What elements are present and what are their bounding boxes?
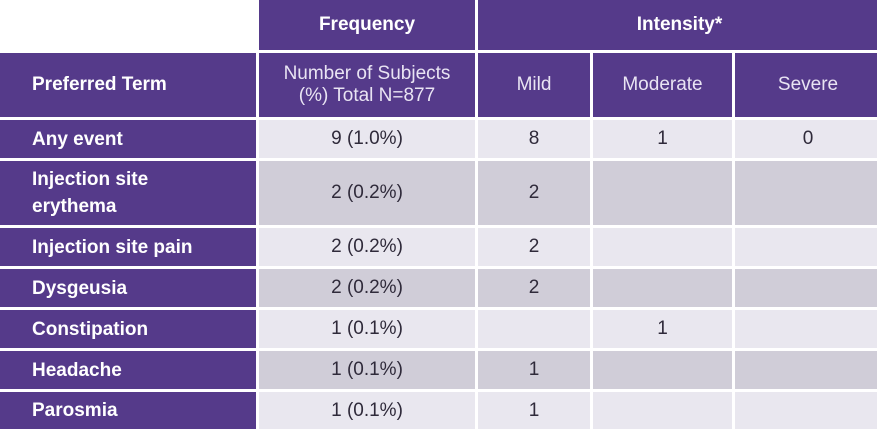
- row-mild: 1: [478, 351, 590, 389]
- row-mild: 8: [478, 120, 590, 158]
- row-term: Headache: [0, 351, 256, 389]
- row-mild: [478, 310, 590, 348]
- row-moderate: 1: [593, 310, 732, 348]
- row-frequency: 9 (1.0%): [259, 120, 475, 158]
- row-mild: 2: [478, 269, 590, 307]
- row-frequency: 2 (0.2%): [259, 161, 475, 225]
- row-moderate: [593, 392, 732, 429]
- row-severe: [735, 269, 877, 307]
- row-moderate: 1: [593, 120, 732, 158]
- row-term: Injection site erythema: [0, 161, 256, 225]
- row-term: Dysgeusia: [0, 269, 256, 307]
- row-frequency: 1 (0.1%): [259, 351, 475, 389]
- row-mild: 2: [478, 161, 590, 225]
- row-frequency: 2 (0.2%): [259, 269, 475, 307]
- row-severe: [735, 392, 877, 429]
- row-severe: [735, 161, 877, 225]
- row-mild: 2: [478, 228, 590, 266]
- row-moderate: [593, 351, 732, 389]
- intensity-header: Intensity*: [478, 0, 877, 50]
- row-term: Constipation: [0, 310, 256, 348]
- row-term: Any event: [0, 120, 256, 158]
- preferred-term-header: Preferred Term: [0, 53, 256, 117]
- row-severe: [735, 310, 877, 348]
- row-moderate: [593, 161, 732, 225]
- mild-header: Mild: [478, 53, 590, 117]
- row-frequency: 2 (0.2%): [259, 228, 475, 266]
- row-severe: [735, 228, 877, 266]
- row-frequency: 1 (0.1%): [259, 392, 475, 429]
- row-moderate: [593, 269, 732, 307]
- severe-header: Severe: [735, 53, 877, 117]
- row-severe: [735, 351, 877, 389]
- moderate-header: Moderate: [593, 53, 732, 117]
- corner-blank: [0, 0, 256, 50]
- number-of-subjects-header: Number of Subjects (%) Total N=877: [259, 53, 475, 117]
- row-mild: 1: [478, 392, 590, 429]
- frequency-header: Frequency: [259, 0, 475, 50]
- row-term: Injection site pain: [0, 228, 256, 266]
- row-severe: 0: [735, 120, 877, 158]
- row-term: Parosmia: [0, 392, 256, 429]
- row-frequency: 1 (0.1%): [259, 310, 475, 348]
- row-moderate: [593, 228, 732, 266]
